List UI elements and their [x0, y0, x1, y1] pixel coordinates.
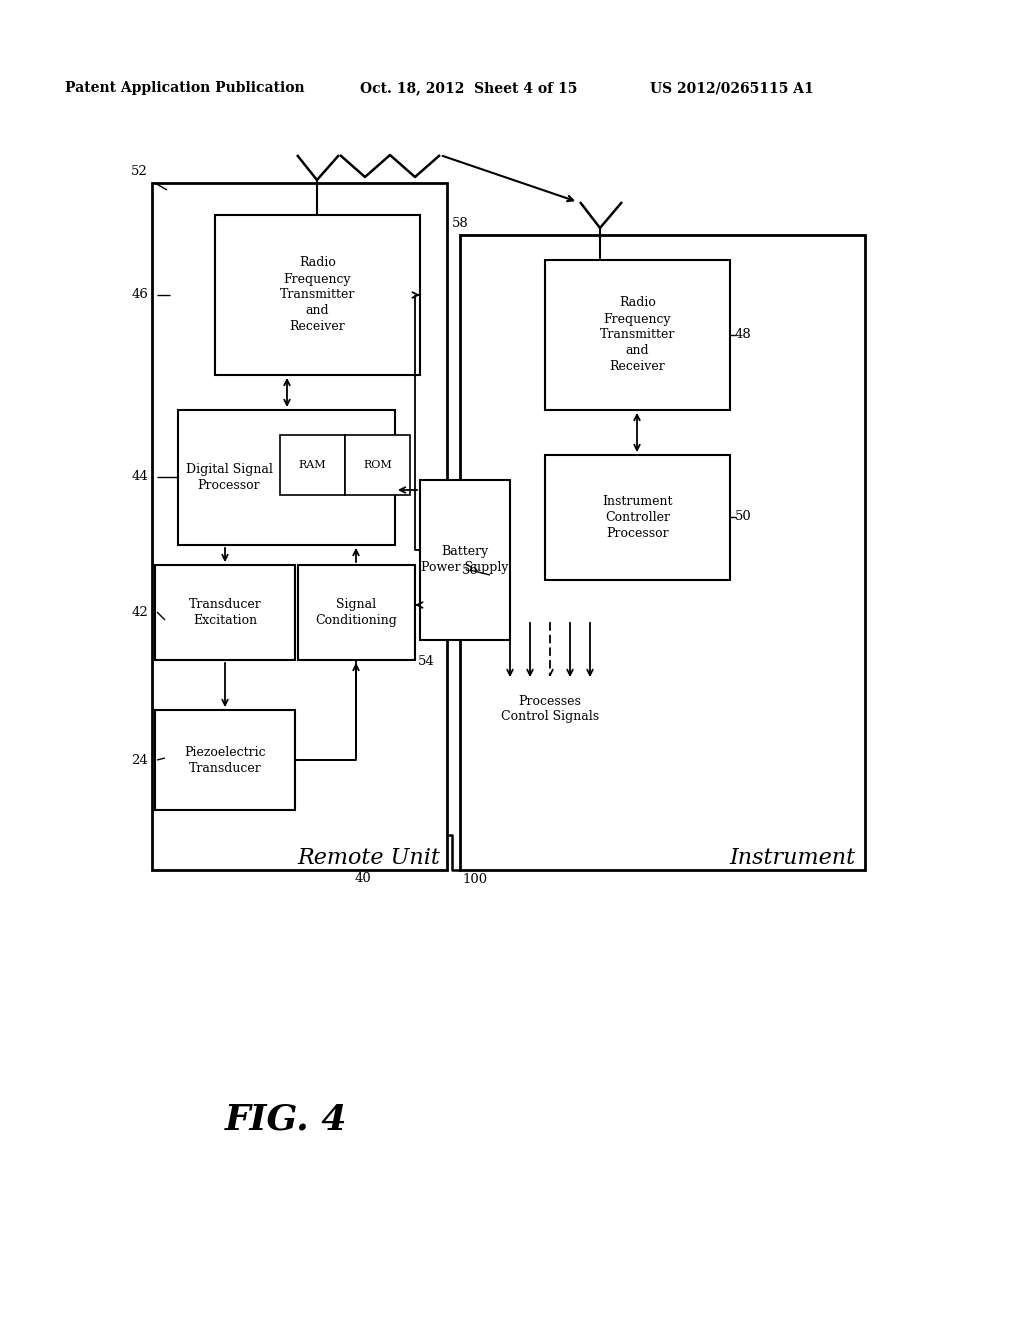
Text: Instrument
Controller
Processor: Instrument Controller Processor: [602, 495, 673, 540]
Text: 42: 42: [131, 606, 148, 619]
Bar: [298, 565, 415, 660]
Text: Radio
Frequency
Transmitter
and
Receiver: Radio Frequency Transmitter and Receiver: [600, 297, 675, 374]
Text: 56: 56: [462, 564, 479, 577]
Text: 50: 50: [735, 511, 752, 524]
Text: Transducer
Excitation: Transducer Excitation: [188, 598, 261, 627]
Text: Oct. 18, 2012  Sheet 4 of 15: Oct. 18, 2012 Sheet 4 of 15: [360, 81, 578, 95]
Bar: [178, 411, 395, 545]
Text: 24: 24: [131, 754, 148, 767]
Text: Remote Unit: Remote Unit: [297, 847, 440, 869]
Text: RAM: RAM: [299, 459, 327, 470]
Text: Digital Signal
Processor: Digital Signal Processor: [185, 463, 272, 492]
Text: Radio
Frequency
Transmitter
and
Receiver: Radio Frequency Transmitter and Receiver: [280, 256, 355, 334]
Bar: [345, 436, 410, 495]
Bar: [545, 455, 730, 579]
Bar: [152, 183, 447, 870]
Text: 54: 54: [418, 655, 435, 668]
Text: US 2012/0265115 A1: US 2012/0265115 A1: [650, 81, 814, 95]
Text: Battery
Power Supply: Battery Power Supply: [421, 545, 509, 574]
Text: Processes
Control Signals: Processes Control Signals: [501, 696, 599, 723]
Text: Instrument: Instrument: [729, 847, 855, 869]
Bar: [155, 710, 295, 810]
Text: 100: 100: [462, 873, 487, 886]
Bar: [280, 436, 345, 495]
Text: 58: 58: [452, 216, 469, 230]
Text: 48: 48: [735, 329, 752, 342]
Text: 46: 46: [131, 289, 148, 301]
Bar: [155, 565, 295, 660]
Text: 52: 52: [131, 165, 148, 178]
Bar: [215, 215, 420, 375]
Text: Signal
Conditioning: Signal Conditioning: [315, 598, 397, 627]
Text: 44: 44: [131, 470, 148, 483]
Text: ROM: ROM: [364, 459, 392, 470]
Text: Patent Application Publication: Patent Application Publication: [65, 81, 304, 95]
Text: Piezoelectric
Transducer: Piezoelectric Transducer: [184, 746, 266, 775]
Text: 40: 40: [355, 873, 372, 884]
Bar: [545, 260, 730, 411]
Bar: [460, 235, 865, 870]
Bar: [420, 480, 510, 640]
Text: FIG. 4: FIG. 4: [225, 1104, 347, 1137]
